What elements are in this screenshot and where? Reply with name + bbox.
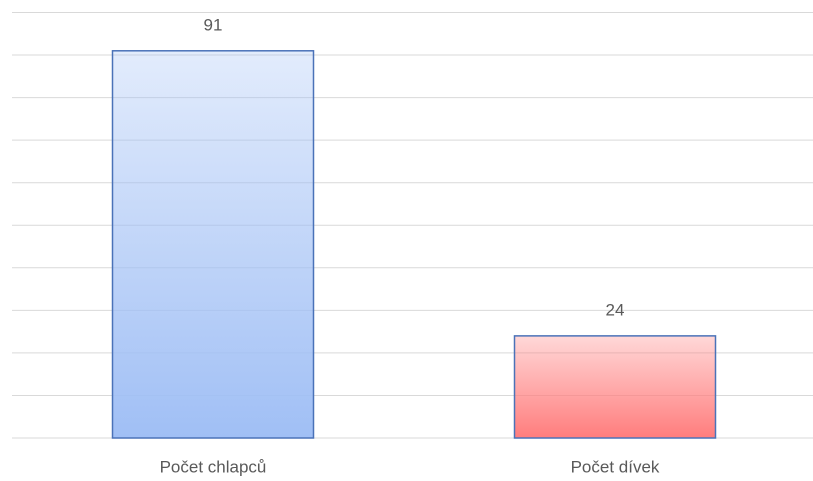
x-tick-label: Počet dívek [571,457,660,476]
bar [513,335,717,439]
value-label: 24 [606,300,625,319]
bar [111,50,315,439]
x-tick-label: Počet chlapců [160,457,267,476]
value-label: 91 [204,15,223,34]
